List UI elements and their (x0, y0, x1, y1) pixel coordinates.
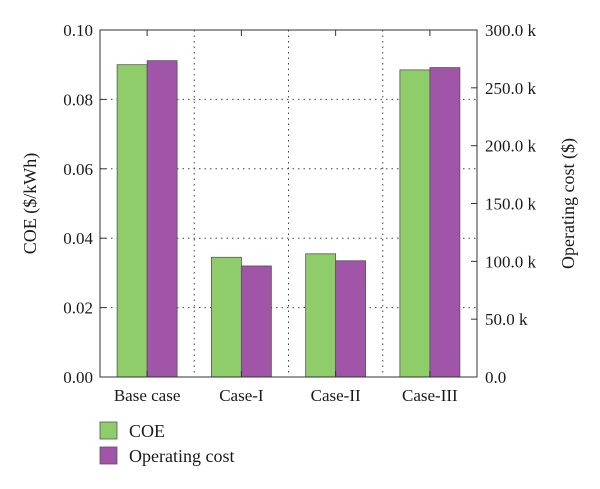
y2-tick-label: 0.0 (485, 368, 506, 387)
x-tick-label: Case-II (311, 386, 361, 405)
x-tick-label: Case-III (402, 386, 458, 405)
y-tick-label: 0.10 (63, 21, 93, 40)
legend-label-operating-cost: Operating cost (129, 446, 234, 466)
x-tick-label: Case-I (219, 386, 264, 405)
y2-tick-label: 300.0 k (485, 21, 537, 40)
bar-coe (399, 69, 431, 378)
axis-ticks: 0.00 0.02 0.04 0.06 0.08 0.10 0.0 50.0 k 100.0 k… (63, 21, 536, 405)
legend-label-coe: COE (129, 421, 165, 441)
legend-swatch-operating-cost (99, 446, 118, 465)
bars (116, 60, 461, 378)
x-tick-label: Base case (114, 386, 181, 405)
bar-operating-cost (335, 260, 367, 378)
y-tick-label: 0.08 (63, 90, 93, 109)
y2-tick-label: 200.0 k (485, 137, 537, 156)
y2-axis-title: Operating cost ($) (558, 138, 579, 269)
y2-tick-label: 50.0 k (485, 310, 528, 329)
y2-tick-label: 150.0 k (485, 195, 537, 214)
bar-coe (116, 64, 148, 378)
legend-swatch-coe (99, 421, 118, 440)
bar-operating-cost (240, 265, 272, 378)
y-tick-label: 0.04 (63, 229, 93, 248)
y-axis-title: COE ($/kWh) (20, 153, 41, 254)
y-tick-label: 0.06 (63, 160, 93, 179)
bar-coe (305, 253, 337, 378)
y2-tick-label: 250.0 k (485, 79, 537, 98)
legend: COE Operating cost (99, 421, 234, 466)
y2-tick-label: 100.0 k (485, 252, 537, 271)
y-tick-label: 0.02 (63, 299, 93, 318)
bar-operating-cost (429, 67, 461, 378)
y-tick-label: 0.00 (63, 368, 93, 387)
bar-coe (210, 256, 242, 378)
bar-operating-cost (146, 60, 178, 378)
